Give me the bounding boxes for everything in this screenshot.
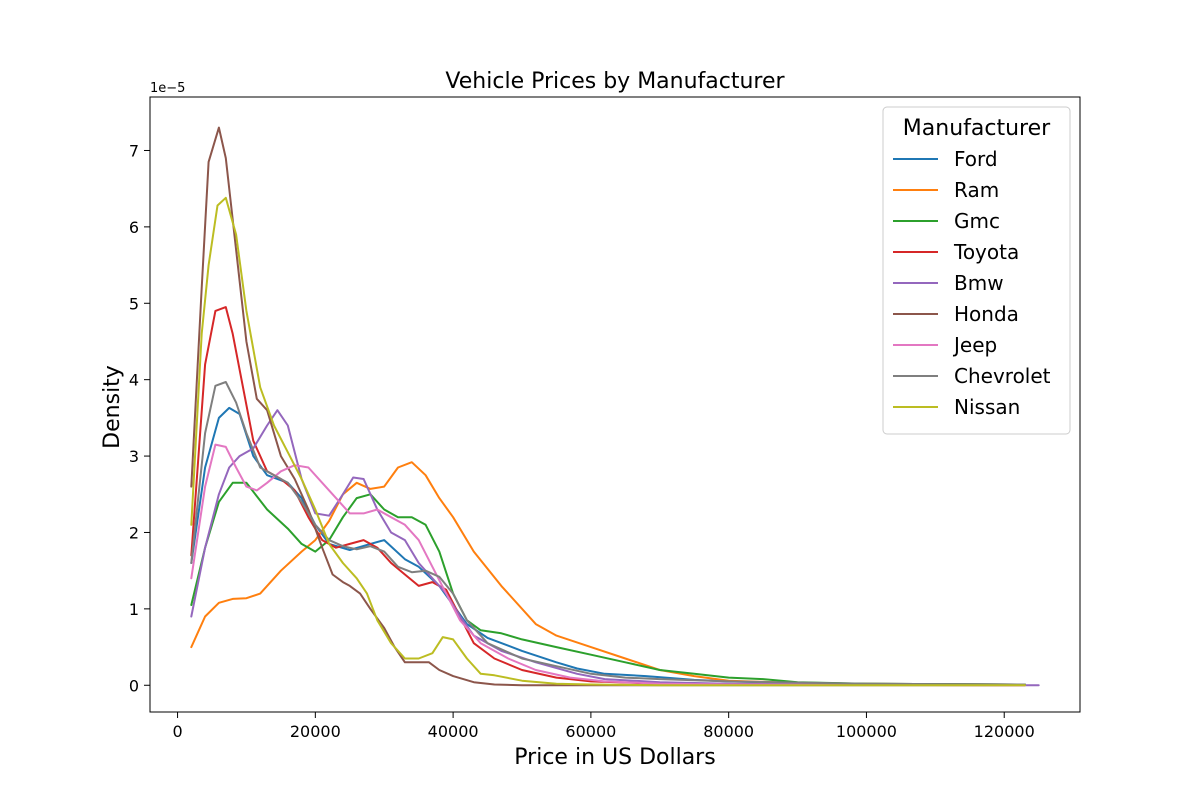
legend-label-bmw: Bmw <box>954 271 1004 295</box>
x-axis-title: Price in US Dollars <box>514 745 715 770</box>
legend-label-ram: Ram <box>954 178 999 202</box>
legend-label-nissan: Nissan <box>954 395 1020 419</box>
y-axis-offset-label: 1e−5 <box>150 81 185 96</box>
x-tick-label: 60000 <box>565 722 616 741</box>
legend-label-honda: Honda <box>954 302 1019 326</box>
legend: Manufacturer Ford Ram Gmc Toyota Bmw Honda Jeep… <box>882 106 1071 435</box>
legend-label-jeep: Jeep <box>952 333 997 357</box>
plot-area: 0 20000 40000 60000 80000 100000 120000 0 1 2 3 4 5 6… <box>129 96 1081 741</box>
legend-title: Manufacturer <box>903 116 1051 141</box>
legend-label-gmc: Gmc <box>954 209 1000 233</box>
y-tick-label: 5 <box>129 294 139 313</box>
y-tick-label: 3 <box>129 447 139 466</box>
x-tick-label: 0 <box>172 722 182 741</box>
y-tick-label: 7 <box>129 141 139 160</box>
legend-label-toyota: Toyota <box>953 240 1019 264</box>
y-tick-label: 4 <box>129 371 139 390</box>
chart-title: Vehicle Prices by Manufacturer <box>445 69 785 94</box>
series-line-gmc <box>190 481 1026 686</box>
legend-label-ford: Ford <box>954 147 998 171</box>
x-tick-label: 120000 <box>974 722 1035 741</box>
series-line-ram <box>190 461 1026 686</box>
y-tick-label: 2 <box>129 523 139 542</box>
series-line-nissan <box>190 196 1026 687</box>
x-tick-label: 100000 <box>836 722 897 741</box>
series-line-chevrolet <box>190 381 1026 686</box>
series-line-ford <box>190 406 1026 686</box>
y-tick-label: 6 <box>129 218 139 237</box>
y-tick-label: 0 <box>129 676 139 695</box>
series-line-toyota <box>190 306 1026 687</box>
series-line-jeep <box>190 443 1026 687</box>
y-tick-label: 1 <box>129 600 139 619</box>
y-axis-title: Density <box>100 365 125 449</box>
x-tick-label: 40000 <box>428 722 479 741</box>
x-tick-label: 80000 <box>703 722 754 741</box>
series-line-honda <box>190 126 1026 687</box>
legend-box <box>882 106 1071 435</box>
plot-frame <box>149 96 1081 713</box>
x-tick-label: 20000 <box>290 722 341 741</box>
legend-label-chevrolet: Chevrolet <box>954 364 1051 388</box>
